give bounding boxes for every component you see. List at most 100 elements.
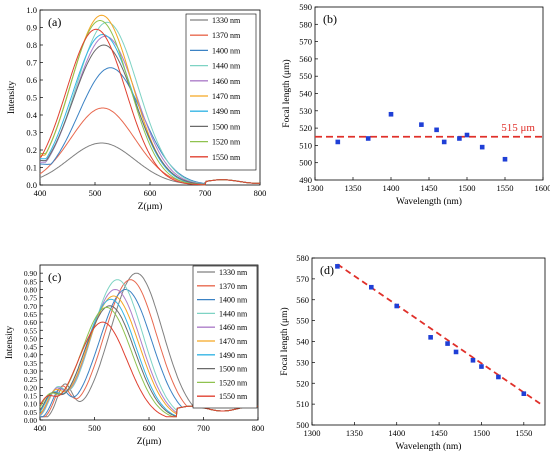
y-tick-label: 530 xyxy=(296,357,309,367)
y-tick-label: 560 xyxy=(299,54,312,64)
y-tick-label: 0.4 xyxy=(26,110,37,120)
x-tick-label: 1600 xyxy=(535,183,550,193)
panel-1: 400 500 600 700 800 0.0 0.1 0.2 0.3 0.4 0.5 0.6 0.7 0… xyxy=(7,5,266,212)
x-axis-label: Wavelength (nm) xyxy=(396,196,462,207)
y-tick-label: 0.85 xyxy=(24,277,37,286)
data-point-7 xyxy=(470,357,476,363)
y-tick-label: 510 xyxy=(296,399,309,409)
y-tick-label: 0.2 xyxy=(26,145,37,155)
y-axis-label: Focal length (μm) xyxy=(279,307,290,375)
y-tick-label: 0.50 xyxy=(24,334,37,343)
panel-3: 400 500 600 700 8000.000.050.100.150.200.250… xyxy=(5,264,265,447)
reference-line-label: 515 μm xyxy=(501,122,535,134)
y-tick-label: 0.5 xyxy=(26,93,37,103)
y-tick-label: 0.70 xyxy=(24,302,37,311)
y-tick-label: 0.30 xyxy=(24,367,37,376)
x-tick-label: 1500 xyxy=(459,183,476,193)
legend-entry-4: 1440 nm xyxy=(219,309,248,318)
y-tick-label: 0.65 xyxy=(24,310,37,319)
panel-2: 1300 1350 1400 1450 1500 1550 1600 490 500 510 520… xyxy=(281,2,550,207)
x-tick-label: 1400 xyxy=(383,183,400,193)
plot-frame xyxy=(311,257,546,426)
y-tick-label: 0.05 xyxy=(24,408,37,417)
data-point-1 xyxy=(335,264,340,269)
panel-label: (b) xyxy=(323,12,337,26)
legend-entry-9: 1520 nm xyxy=(212,138,241,147)
y-tick-label: 0.45 xyxy=(24,343,37,352)
x-tick-label: 1350 xyxy=(345,183,362,193)
data-point-5 xyxy=(445,341,450,346)
y-tick-label: 0.75 xyxy=(24,294,37,303)
data-point-9 xyxy=(496,374,501,380)
panel-label: (d) xyxy=(320,263,334,277)
data-point-6 xyxy=(453,349,459,355)
data-point-8 xyxy=(464,132,470,138)
y-tick-label: 540 xyxy=(296,337,309,347)
y-tick-label: 0.1 xyxy=(26,163,37,173)
x-tick-label: 800 xyxy=(254,188,267,198)
series-line-10 xyxy=(40,28,260,186)
data-point-10 xyxy=(502,156,508,162)
x-tick-label: 700 xyxy=(199,188,212,198)
y-tick-label: 0.35 xyxy=(24,359,37,368)
legend-entry-9: 1520 nm xyxy=(219,378,248,387)
y-tick-label: 0.90 xyxy=(24,269,37,278)
data-point-1 xyxy=(335,139,341,145)
legend-entry-8: 1500 nm xyxy=(212,122,241,131)
legend-entry-3: 1400 nm xyxy=(219,296,248,305)
y-tick-label: 520 xyxy=(299,123,312,133)
data-point-4 xyxy=(428,335,433,340)
y-tick-label: 0.55 xyxy=(24,326,37,335)
x-tick-label: 700 xyxy=(197,423,210,433)
y-tick-label: 580 xyxy=(296,253,309,263)
y-axis-label: Intensity xyxy=(7,81,17,114)
y-tick-label: 1.0 xyxy=(26,5,37,15)
y-tick-label: 520 xyxy=(296,378,309,388)
y-tick-label: 490 xyxy=(299,175,312,185)
data-point-4 xyxy=(419,122,424,127)
x-tick-label: 600 xyxy=(143,423,156,433)
legend-entry-7: 1490 nm xyxy=(212,107,241,116)
y-axis-label: Intensity xyxy=(5,326,15,359)
data-point-2 xyxy=(365,136,371,141)
y-tick-label: 0.7 xyxy=(26,58,37,68)
panel-4: 1300 1350 1400 1450 1500 1550 500 510 520 530 540 5… xyxy=(279,253,546,452)
y-tick-label: 0.6 xyxy=(26,75,37,85)
legend-entry-6: 1470 nm xyxy=(212,92,241,101)
y-tick-label: 580 xyxy=(299,19,312,29)
x-axis-label: Wavelength (nm) xyxy=(396,441,462,452)
x-axis-label: Z(μm) xyxy=(138,201,163,212)
x-tick-label: 1550 xyxy=(515,428,532,438)
y-tick-label: 0.80 xyxy=(24,285,37,294)
y-tick-label: 530 xyxy=(299,106,312,116)
x-tick-label: 800 xyxy=(252,423,265,433)
panel-label: (c) xyxy=(48,270,61,284)
x-tick-label: 600 xyxy=(144,188,157,198)
x-tick-label: 400 xyxy=(34,423,47,433)
y-tick-label: 510 xyxy=(299,140,312,150)
x-tick-label: 1500 xyxy=(473,428,490,438)
legend-entry-10: 1550 nm xyxy=(212,153,241,162)
data-point-7 xyxy=(457,136,462,141)
data-point-2 xyxy=(369,284,374,290)
series-line-10 xyxy=(39,321,259,418)
y-axis-label: Focal length (μm) xyxy=(281,59,292,127)
data-point-3 xyxy=(394,303,400,309)
x-axis-label: Z(μm) xyxy=(137,436,162,447)
legend-entry-6: 1470 nm xyxy=(219,337,248,346)
legend-entry-4: 1440 nm xyxy=(212,62,241,71)
legend-box xyxy=(185,13,257,171)
x-tick-label: 1450 xyxy=(431,428,448,438)
x-tick-label: 1450 xyxy=(421,183,438,193)
y-tick-label: 540 xyxy=(299,89,312,99)
fit-line xyxy=(336,263,542,405)
x-tick-label: 1300 xyxy=(304,428,321,438)
y-tick-label: 570 xyxy=(299,37,312,47)
x-tick-label: 500 xyxy=(88,423,101,433)
plot-frame xyxy=(314,6,544,181)
y-tick-label: 550 xyxy=(299,71,312,81)
data-point-5 xyxy=(434,127,439,133)
y-tick-label: 0.25 xyxy=(24,375,37,384)
y-tick-label: 0.20 xyxy=(24,383,37,392)
legend-entry-7: 1490 nm xyxy=(219,351,248,360)
